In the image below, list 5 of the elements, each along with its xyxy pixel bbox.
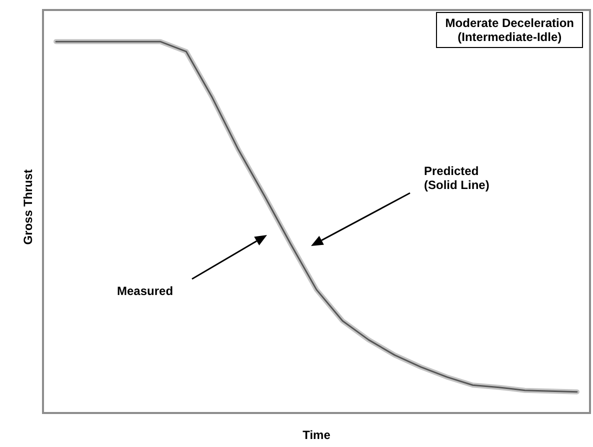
chart-title: Moderate Deceleration (Intermediate-Idle)	[436, 12, 583, 48]
annotation: Measured	[117, 284, 174, 298]
x-axis-title: Time	[302, 428, 332, 442]
y-axis-title: Gross Thrust	[21, 168, 35, 247]
annotation: Predicted (Solid Line)	[424, 164, 490, 192]
